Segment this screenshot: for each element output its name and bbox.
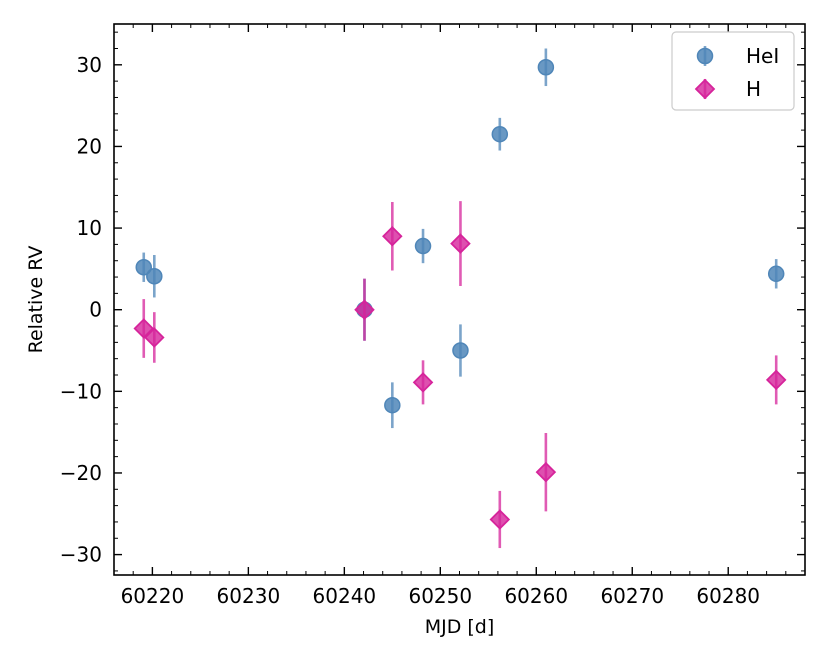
- legend-label: H: [746, 77, 761, 101]
- series-h: [133, 201, 787, 549]
- data-point: [146, 267, 163, 285]
- x-tick-label: 60240: [313, 584, 377, 608]
- data-point: [354, 299, 375, 320]
- data-point: [452, 342, 469, 359]
- y-tick-label: 30: [77, 53, 102, 77]
- y-tick-label: −20: [60, 461, 102, 485]
- data-point: [535, 461, 557, 483]
- plot-area: [133, 48, 787, 549]
- x-tick-label: 60250: [408, 584, 472, 608]
- y-tick-label: 10: [77, 216, 102, 240]
- x-tick-label: 60230: [217, 584, 281, 608]
- data-point: [414, 237, 432, 255]
- axis-ticks: 60220 60230 60240 60250 60260 60270 60280 −30 −2…: [60, 24, 806, 608]
- data-point: [133, 318, 155, 339]
- data-point: [144, 327, 165, 348]
- x-axis-label: MJD [d]: [425, 616, 495, 638]
- x-tick-label: 60260: [504, 584, 568, 608]
- data-point: [384, 396, 401, 414]
- x-tick-label: 60280: [696, 584, 760, 608]
- y-tick-label: −10: [60, 379, 102, 403]
- data-point: [489, 509, 511, 530]
- data-point: [765, 369, 787, 391]
- data-point: [412, 372, 434, 393]
- legend-label: HeI: [746, 44, 779, 68]
- legend: HeI H: [671, 31, 795, 111]
- data-point: [767, 265, 785, 283]
- y-axis-label: Relative RV: [25, 246, 47, 354]
- x-tick-label: 60270: [600, 584, 664, 608]
- legend-diamond-marker: [694, 78, 716, 100]
- y-tick-label: 20: [77, 134, 102, 158]
- y-tick-label: −30: [60, 543, 102, 567]
- legend-circle-marker: [696, 47, 714, 65]
- y-tick-label: 0: [89, 298, 102, 322]
- data-point: [537, 59, 555, 76]
- x-tick-label: 60220: [121, 584, 185, 608]
- data-point: [382, 225, 403, 247]
- plot-frame: [113, 23, 806, 576]
- data-point: [450, 233, 471, 254]
- data-point: [491, 125, 509, 143]
- data-point: [135, 259, 153, 276]
